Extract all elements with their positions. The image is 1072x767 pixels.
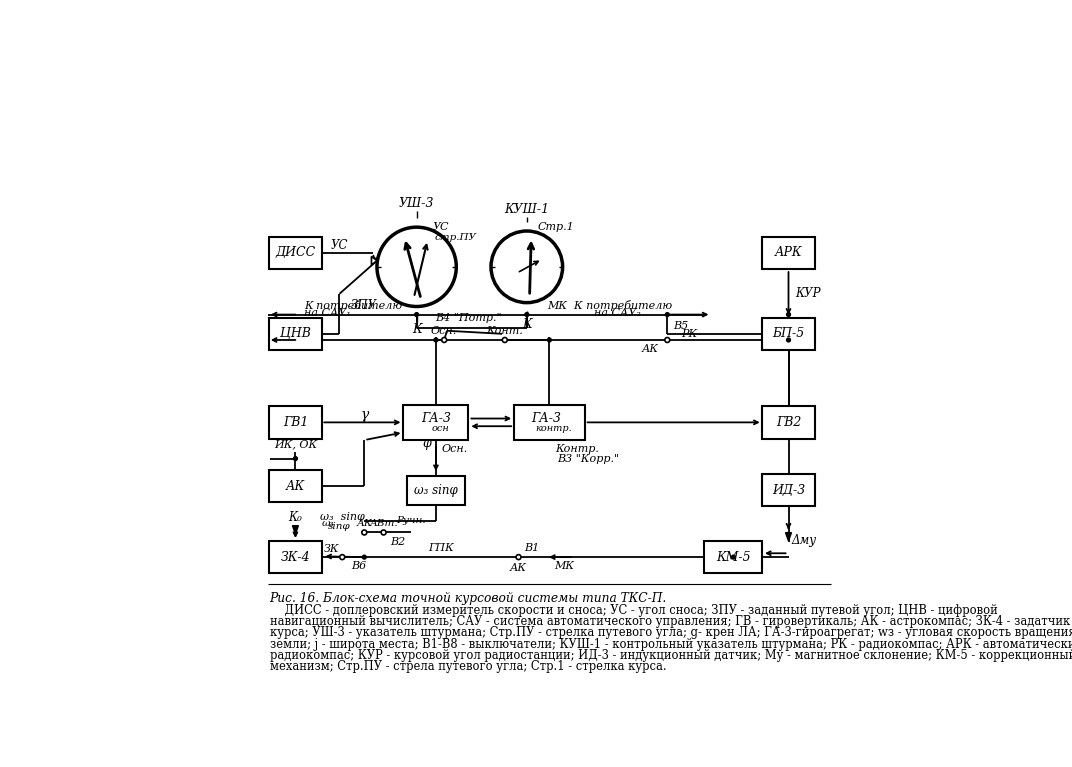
Polygon shape [293,525,298,534]
Text: ЗК: ЗК [324,545,339,555]
Text: В5: В5 [673,321,688,331]
Text: АК: АК [642,344,659,354]
Bar [762,407,815,439]
Circle shape [503,337,507,342]
Text: ГВ2: ГВ2 [776,416,801,429]
Text: К: К [522,318,532,331]
Circle shape [731,555,735,559]
Text: В6: В6 [352,561,367,571]
Text: МК  К потребителю: МК К потребителю [547,300,672,311]
Text: φ: φ [422,437,432,450]
Polygon shape [372,256,377,265]
Text: В2: В2 [390,537,405,547]
Circle shape [491,231,563,303]
Polygon shape [786,532,791,541]
Circle shape [548,338,551,342]
Bar [762,318,815,350]
Text: КУР: КУР [795,288,820,300]
Text: Контр.: Контр. [555,444,599,454]
Text: механизм; Стр.ПУ - стрела путевого угла; Стр.1 - стрелка курса.: механизм; Стр.ПУ - стрела путевого угла;… [269,660,666,673]
Circle shape [516,555,521,560]
Circle shape [442,337,447,342]
Text: МК: МК [554,561,575,571]
Text: БП-5: БП-5 [772,328,805,341]
Text: ω₃ sinφ: ω₃ sinφ [414,484,458,496]
Text: ЗК-4: ЗК-4 [281,551,310,564]
Text: Осн.: Осн. [442,444,467,454]
Text: курса; УШ-3 - указатель штурмана; Стр.ПУ - стрелка путевого угла; g- крен ЛА; ГА: курса; УШ-3 - указатель штурмана; Стр.ПУ… [269,627,1072,640]
Circle shape [787,338,790,342]
Text: Осн.: Осн. [431,326,458,336]
Text: γ: γ [360,408,369,422]
Text: АК: АК [510,563,527,573]
Text: на САУ₂: на САУ₂ [594,308,641,318]
Circle shape [362,555,367,559]
Text: УС: УС [433,222,449,232]
Text: ГПК: ГПК [429,543,455,553]
Bar [515,405,584,440]
Circle shape [666,313,669,317]
Circle shape [525,313,528,317]
Text: стр.ПУ: стр.ПУ [434,233,476,242]
Circle shape [381,530,386,535]
Text: Рис. 16. Блок-схема точной курсовой системы типа ТКС-П.: Рис. 16. Блок-схема точной курсовой сист… [269,592,667,604]
Bar [269,470,322,502]
Text: ИД-3: ИД-3 [772,484,805,496]
Bar [407,476,465,505]
Text: УС: УС [331,239,348,252]
Text: К₀: К₀ [288,512,302,525]
Text: контр.: контр. [535,424,572,433]
Circle shape [434,338,437,342]
Text: К потребителю: К потребителю [303,300,402,311]
Bar [762,474,815,506]
Bar [269,407,322,439]
Text: В3 "Корр.": В3 "Корр." [557,454,620,464]
Circle shape [294,456,297,460]
Text: АВт.: АВт. [369,518,398,528]
Text: ω₃  sinφ: ω₃ sinφ [319,512,364,522]
Text: ДИСС: ДИСС [276,246,315,259]
Circle shape [415,313,418,317]
Bar [762,237,815,269]
Text: Ручн.: Ручн. [397,516,426,525]
Text: В4 "Потр.": В4 "Потр." [435,314,503,324]
Text: Конт.: Конт. [487,326,523,336]
Text: ω₃: ω₃ [323,518,334,528]
Text: ГА-3: ГА-3 [532,412,562,425]
Text: ДИСС - доплеровский измеритель скорости и сноса; УС - угол сноса; ЗПУ - заданный: ДИСС - доплеровский измеритель скорости … [269,604,997,617]
Bar [403,405,468,440]
Bar [269,318,322,350]
Text: АК: АК [286,480,306,492]
Text: ЗПУ: ЗПУ [351,299,376,312]
Circle shape [377,227,457,307]
Text: земли; j - широта места; В1-В8 - выключатели; КУШ-1 - контрольный указатель штур: земли; j - широта места; В1-В8 - выключа… [269,637,1072,650]
Text: навигационный вычислитель; САУ - система автоматического управления; ГВ - гирове: навигационный вычислитель; САУ - система… [269,615,1070,628]
Text: АРК: АРК [775,246,802,259]
Text: ГВ1: ГВ1 [283,416,308,429]
Circle shape [340,555,345,560]
Text: АК: АК [356,518,372,528]
Text: ИК, ОК: ИК, ОК [273,439,317,449]
Text: ЦНВ: ЦНВ [280,328,311,341]
Text: Δму: Δму [791,534,817,547]
Text: осн: осн [431,424,449,433]
Text: Стр.1: Стр.1 [538,222,575,232]
Text: РК: РК [681,329,697,339]
Circle shape [787,313,790,317]
Text: sinφ: sinφ [328,522,351,531]
Text: УШ-3: УШ-3 [399,197,434,210]
Circle shape [362,530,367,535]
Circle shape [665,337,670,342]
Text: В1: В1 [524,543,539,553]
Text: радиокомпас; КУР - курсовой угол радиостанции; ИД-3 - индукционный датчик; Му - : радиокомпас; КУР - курсовой угол радиост… [269,649,1072,662]
Bar [269,237,322,269]
Text: на САУ₁: на САУ₁ [303,308,351,318]
Text: КМ-5: КМ-5 [716,551,750,564]
Bar [269,541,322,573]
Text: ГА-3: ГА-3 [421,412,451,425]
Text: КУШ-1: КУШ-1 [504,202,549,216]
Bar [704,541,762,573]
Text: К: К [412,324,421,337]
